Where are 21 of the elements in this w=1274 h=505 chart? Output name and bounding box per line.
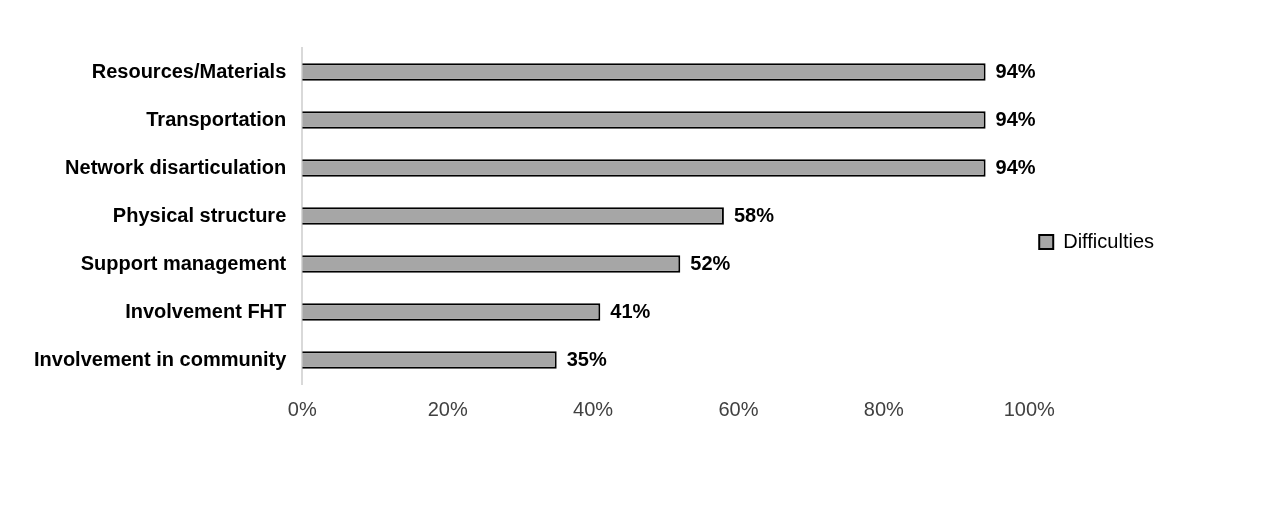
x-tick-label: 100% (1003, 397, 1056, 420)
y-tick-label: Support management (80, 251, 287, 274)
y-tick-label: Physical structure (112, 203, 287, 226)
y-tick-label: Resources/Materials (91, 59, 287, 82)
x-tick-label: 80% (863, 397, 905, 420)
y-tick-label: Transportation (146, 107, 287, 130)
y-tick-label: Involvement FHT (125, 299, 287, 322)
data-label: 35% (566, 347, 607, 370)
x-tick-label: 60% (718, 397, 759, 420)
data-label: 94% (995, 59, 1036, 82)
data-label: 94% (995, 155, 1036, 178)
data-label: 52% (690, 251, 731, 274)
x-tick-label: 40% (573, 397, 614, 420)
y-tick-label: Involvement in community (34, 347, 288, 370)
data-label: 41% (610, 299, 651, 322)
x-tick-label: 20% (427, 397, 468, 420)
data-label: 58% (733, 203, 775, 226)
legend-label: Difficulties (1063, 229, 1155, 252)
x-tick-label: 0% (287, 397, 317, 420)
data-label: 94% (995, 107, 1036, 130)
y-tick-label: Network disarticulation (65, 155, 287, 178)
